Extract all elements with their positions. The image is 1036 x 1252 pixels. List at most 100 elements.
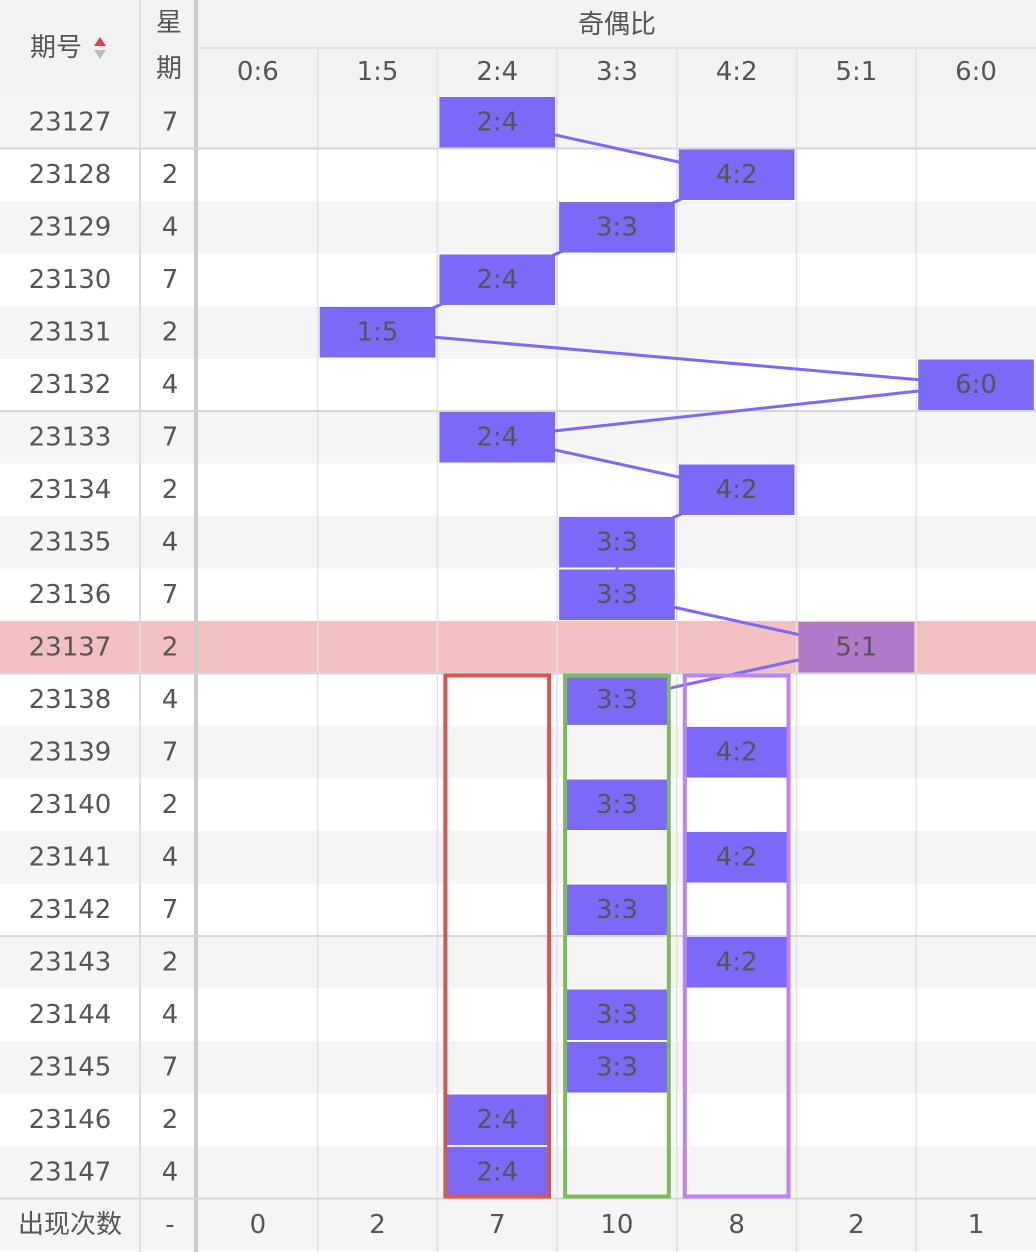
ratio-label: 3:3 — [596, 580, 638, 610]
week: 7 — [162, 107, 179, 137]
highlight-box — [563, 673, 671, 1199]
highlight-box — [443, 673, 552, 1199]
ratio-label: 3:3 — [596, 1052, 638, 1082]
ratio-cell — [439, 97, 556, 148]
count: 8 — [728, 1210, 745, 1240]
issue: 23140 — [29, 790, 112, 820]
week: 4 — [162, 1157, 179, 1187]
row-bg — [0, 936, 1036, 989]
ratio-cell — [678, 464, 795, 515]
ratio-cell — [565, 674, 669, 725]
ratio-label: 2:4 — [476, 107, 518, 137]
ratio-cell — [439, 254, 556, 305]
issue-header: 期号 — [30, 33, 82, 63]
issue: 23139 — [29, 737, 112, 767]
row-bg — [0, 831, 1036, 884]
issue: 23132 — [29, 370, 112, 400]
issue: 23133 — [29, 422, 112, 452]
week: 7 — [162, 737, 179, 767]
row-bg — [0, 358, 1036, 411]
ratio-cell — [445, 1094, 550, 1145]
ratio-label: 4:2 — [716, 947, 758, 977]
issue: 23146 — [29, 1105, 112, 1135]
ratio-cell — [565, 779, 669, 830]
week: 4 — [162, 1000, 179, 1030]
ratio-label: 2:4 — [476, 265, 518, 295]
ratio-cell — [918, 359, 1034, 410]
column-header: 1:5 — [357, 57, 399, 87]
row-bg — [0, 883, 1036, 936]
ratio-cell — [559, 517, 675, 568]
issue: 23147 — [29, 1157, 112, 1187]
week: 2 — [162, 947, 179, 977]
column-header: 6:0 — [955, 57, 997, 87]
issue: 23143 — [29, 947, 112, 977]
ratio-cell — [684, 727, 789, 778]
ratio-label: 3:3 — [596, 895, 638, 925]
count: 2 — [369, 1210, 386, 1240]
issue: 23134 — [29, 475, 112, 505]
week: 4 — [162, 527, 179, 557]
ratio-label: 3:3 — [596, 527, 638, 557]
footer-bg — [0, 1198, 1036, 1251]
week: 7 — [162, 265, 179, 295]
count: 1 — [968, 1210, 985, 1240]
trend-line — [377, 330, 977, 387]
issue: 23141 — [29, 842, 112, 872]
week: 7 — [162, 1052, 179, 1082]
row-bg — [0, 726, 1036, 779]
highlight-box — [682, 673, 791, 1199]
ratio-cell — [565, 1042, 669, 1093]
issue: 23128 — [29, 160, 112, 190]
issue: 23137 — [29, 632, 112, 662]
footer-week: - — [165, 1210, 174, 1240]
issue: 23142 — [29, 895, 112, 925]
sort-up — [94, 37, 106, 46]
ratio-label: 4:2 — [716, 842, 758, 872]
issue: 23129 — [29, 212, 112, 242]
count: 7 — [489, 1210, 506, 1240]
week: 2 — [162, 632, 179, 662]
week: 4 — [162, 212, 179, 242]
row-bg — [0, 778, 1036, 831]
ratio-cell — [678, 149, 795, 200]
row-bg — [0, 988, 1036, 1041]
ratio-label: 2:4 — [476, 1157, 518, 1187]
ratio-cell — [559, 569, 675, 620]
ratio-label: 2:4 — [476, 422, 518, 452]
week: 2 — [162, 790, 179, 820]
issue: 23136 — [29, 580, 112, 610]
count: 0 — [250, 1210, 267, 1240]
sort-down — [94, 50, 106, 59]
issue: 23144 — [29, 1000, 112, 1030]
ratio-label: 4:2 — [716, 475, 758, 505]
week: 2 — [162, 1105, 179, 1135]
issue: 23138 — [29, 685, 112, 715]
count: 2 — [848, 1210, 865, 1240]
issue: 23145 — [29, 1052, 112, 1082]
ratio-cell — [565, 989, 669, 1040]
column-header: 3:3 — [596, 57, 638, 87]
issue: 23130 — [29, 265, 112, 295]
issue: 23127 — [29, 107, 112, 137]
ratio-label: 3:3 — [596, 685, 638, 715]
ratio-label: 3:3 — [596, 1000, 638, 1030]
ratio-cell — [559, 202, 675, 253]
week: 4 — [162, 842, 179, 872]
row-bg — [0, 201, 1036, 254]
week: 7 — [162, 422, 179, 452]
week: 4 — [162, 370, 179, 400]
week: 2 — [162, 475, 179, 505]
issue: 23131 — [29, 317, 112, 347]
trend-line — [497, 383, 977, 439]
row-bg — [0, 568, 1036, 621]
issue: 23135 — [29, 527, 112, 557]
row-bg — [0, 1041, 1036, 1094]
ratio-label: 5:1 — [835, 632, 877, 662]
column-header: 0:6 — [237, 57, 279, 87]
row-bg — [0, 516, 1036, 569]
ratio-label: 3:3 — [596, 790, 638, 820]
week: 7 — [162, 895, 179, 925]
ratio-label: 6:0 — [955, 370, 997, 400]
